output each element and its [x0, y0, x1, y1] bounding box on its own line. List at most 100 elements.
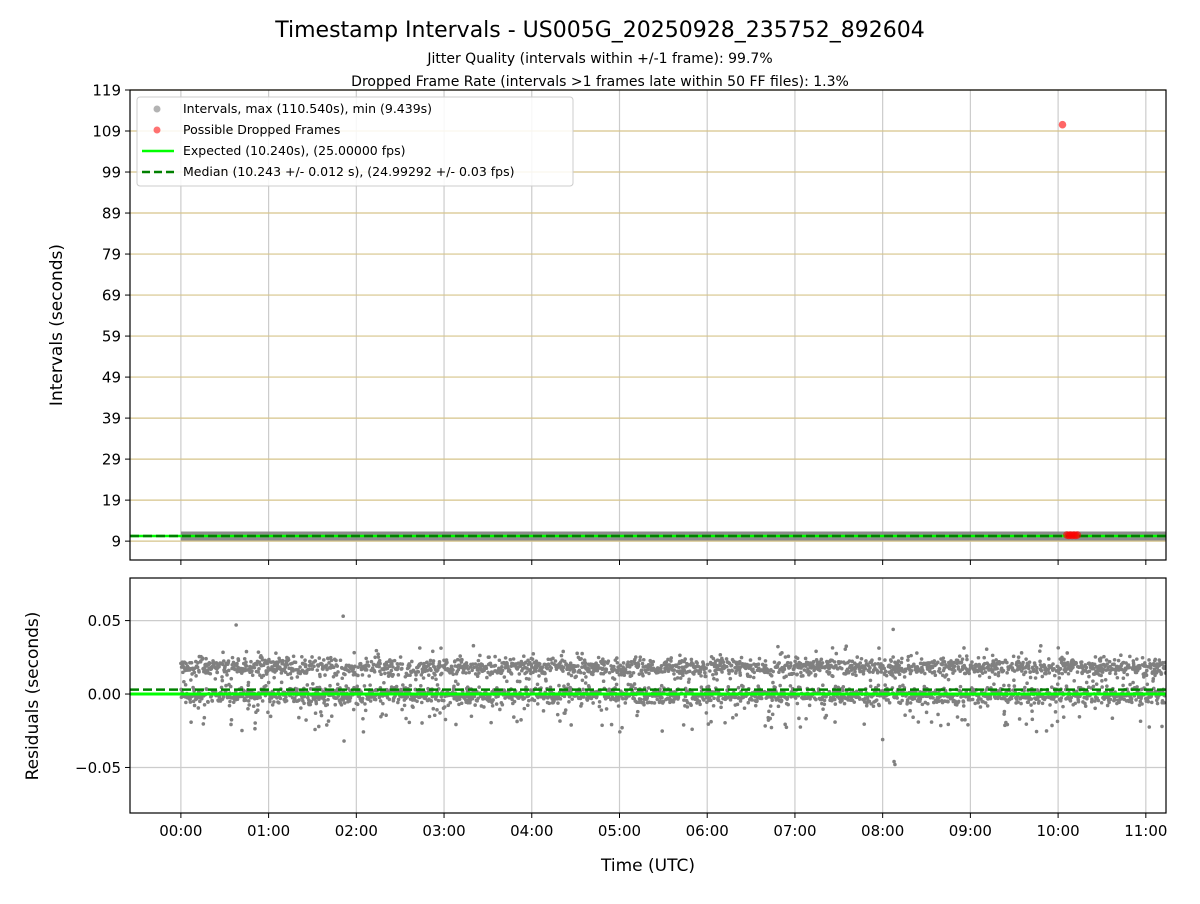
residual-point	[755, 699, 759, 703]
residual-point	[726, 685, 731, 689]
residual-point	[802, 668, 807, 672]
residual-point	[814, 658, 819, 662]
residual-point	[587, 669, 592, 674]
residual-point	[311, 681, 315, 686]
residual-point	[660, 729, 665, 733]
residual-point	[1055, 682, 1060, 687]
residual-point	[1148, 666, 1153, 670]
residual-point	[768, 716, 773, 721]
y-tick-label: 69	[102, 287, 121, 305]
residual-point	[1147, 658, 1151, 662]
residual-point	[220, 678, 225, 683]
residual-point	[556, 701, 560, 705]
residual-point	[478, 694, 483, 699]
residual-point	[360, 696, 365, 701]
residual-point	[561, 665, 566, 670]
residual-point	[284, 699, 289, 703]
residual-point	[867, 670, 872, 674]
residual-point	[841, 685, 846, 689]
residual-point	[1077, 714, 1082, 719]
chart-title: Timestamp Intervals - US005G_20250928_23…	[274, 18, 924, 43]
residual-point	[244, 649, 249, 654]
residual-point	[994, 658, 998, 662]
residual-point	[946, 699, 950, 704]
legend: Intervals, max (110.540s), min (9.439s) …	[136, 96, 574, 187]
residual-point	[527, 677, 531, 681]
residual-point	[419, 700, 424, 705]
residual-point	[266, 680, 271, 685]
residual-point	[1056, 646, 1061, 650]
residual-point	[396, 700, 400, 705]
x-tick-label: 03:00	[422, 822, 465, 840]
residual-point	[302, 694, 307, 699]
residual-point	[295, 675, 300, 679]
residual-point	[414, 677, 418, 682]
residual-point	[1125, 672, 1130, 677]
residual-point	[748, 658, 753, 662]
residual-point	[719, 705, 723, 710]
residual-point	[937, 666, 942, 671]
residual-point	[646, 686, 651, 690]
residual-point	[196, 660, 200, 665]
residual-point	[1105, 703, 1110, 708]
residual-point	[795, 656, 800, 661]
residual-point	[1076, 699, 1081, 704]
residual-point	[780, 651, 784, 655]
residual-point	[995, 666, 999, 671]
residual-point	[738, 699, 743, 703]
residual-point	[594, 661, 598, 665]
residual-point	[925, 667, 930, 671]
residual-point	[1010, 661, 1014, 666]
residual-point	[756, 662, 761, 666]
residual-point	[355, 702, 360, 707]
residual-point	[328, 683, 332, 688]
residual-point	[724, 657, 729, 661]
residual-point	[564, 662, 568, 666]
residual-point	[206, 700, 210, 704]
residual-point	[326, 697, 330, 702]
residual-point	[686, 680, 691, 684]
residual-point	[390, 662, 394, 666]
residual-point	[575, 651, 579, 656]
residual-point	[246, 707, 250, 711]
residual-outlier-point	[880, 737, 885, 742]
residual-point	[489, 720, 493, 725]
residual-point	[1038, 649, 1042, 653]
residual-point	[983, 701, 988, 705]
residual-point	[532, 698, 537, 703]
residual-point	[422, 661, 426, 666]
residual-point	[636, 662, 641, 667]
residual-point	[763, 663, 768, 668]
residual-point	[893, 670, 898, 674]
residual-point	[334, 658, 338, 663]
residual-point	[776, 644, 780, 649]
residual-point	[725, 664, 729, 669]
residual-point	[658, 699, 663, 703]
residual-point	[400, 662, 405, 666]
residual-point	[671, 700, 676, 704]
residual-point	[982, 655, 986, 660]
residual-point	[430, 675, 435, 680]
residual-point	[839, 666, 844, 671]
residual-point	[799, 670, 803, 675]
residual-point	[961, 700, 966, 704]
residual-point	[1096, 698, 1101, 703]
residual-point	[1084, 680, 1089, 685]
residual-point	[982, 666, 986, 671]
residual-point	[356, 673, 360, 678]
residual-point	[647, 671, 651, 676]
residual-point	[221, 650, 225, 655]
residual-point	[396, 697, 401, 702]
residual-point	[582, 671, 586, 676]
residual-point	[1135, 685, 1139, 689]
residual-point	[633, 686, 638, 691]
residual-point	[220, 675, 224, 679]
axes-frame	[129, 577, 1167, 814]
residual-point	[289, 676, 294, 680]
residual-point	[690, 727, 694, 732]
residual-point	[821, 683, 825, 688]
residual-point	[414, 673, 418, 677]
residual-point	[231, 700, 236, 705]
residual-point	[402, 703, 407, 708]
residual-point	[936, 660, 940, 665]
